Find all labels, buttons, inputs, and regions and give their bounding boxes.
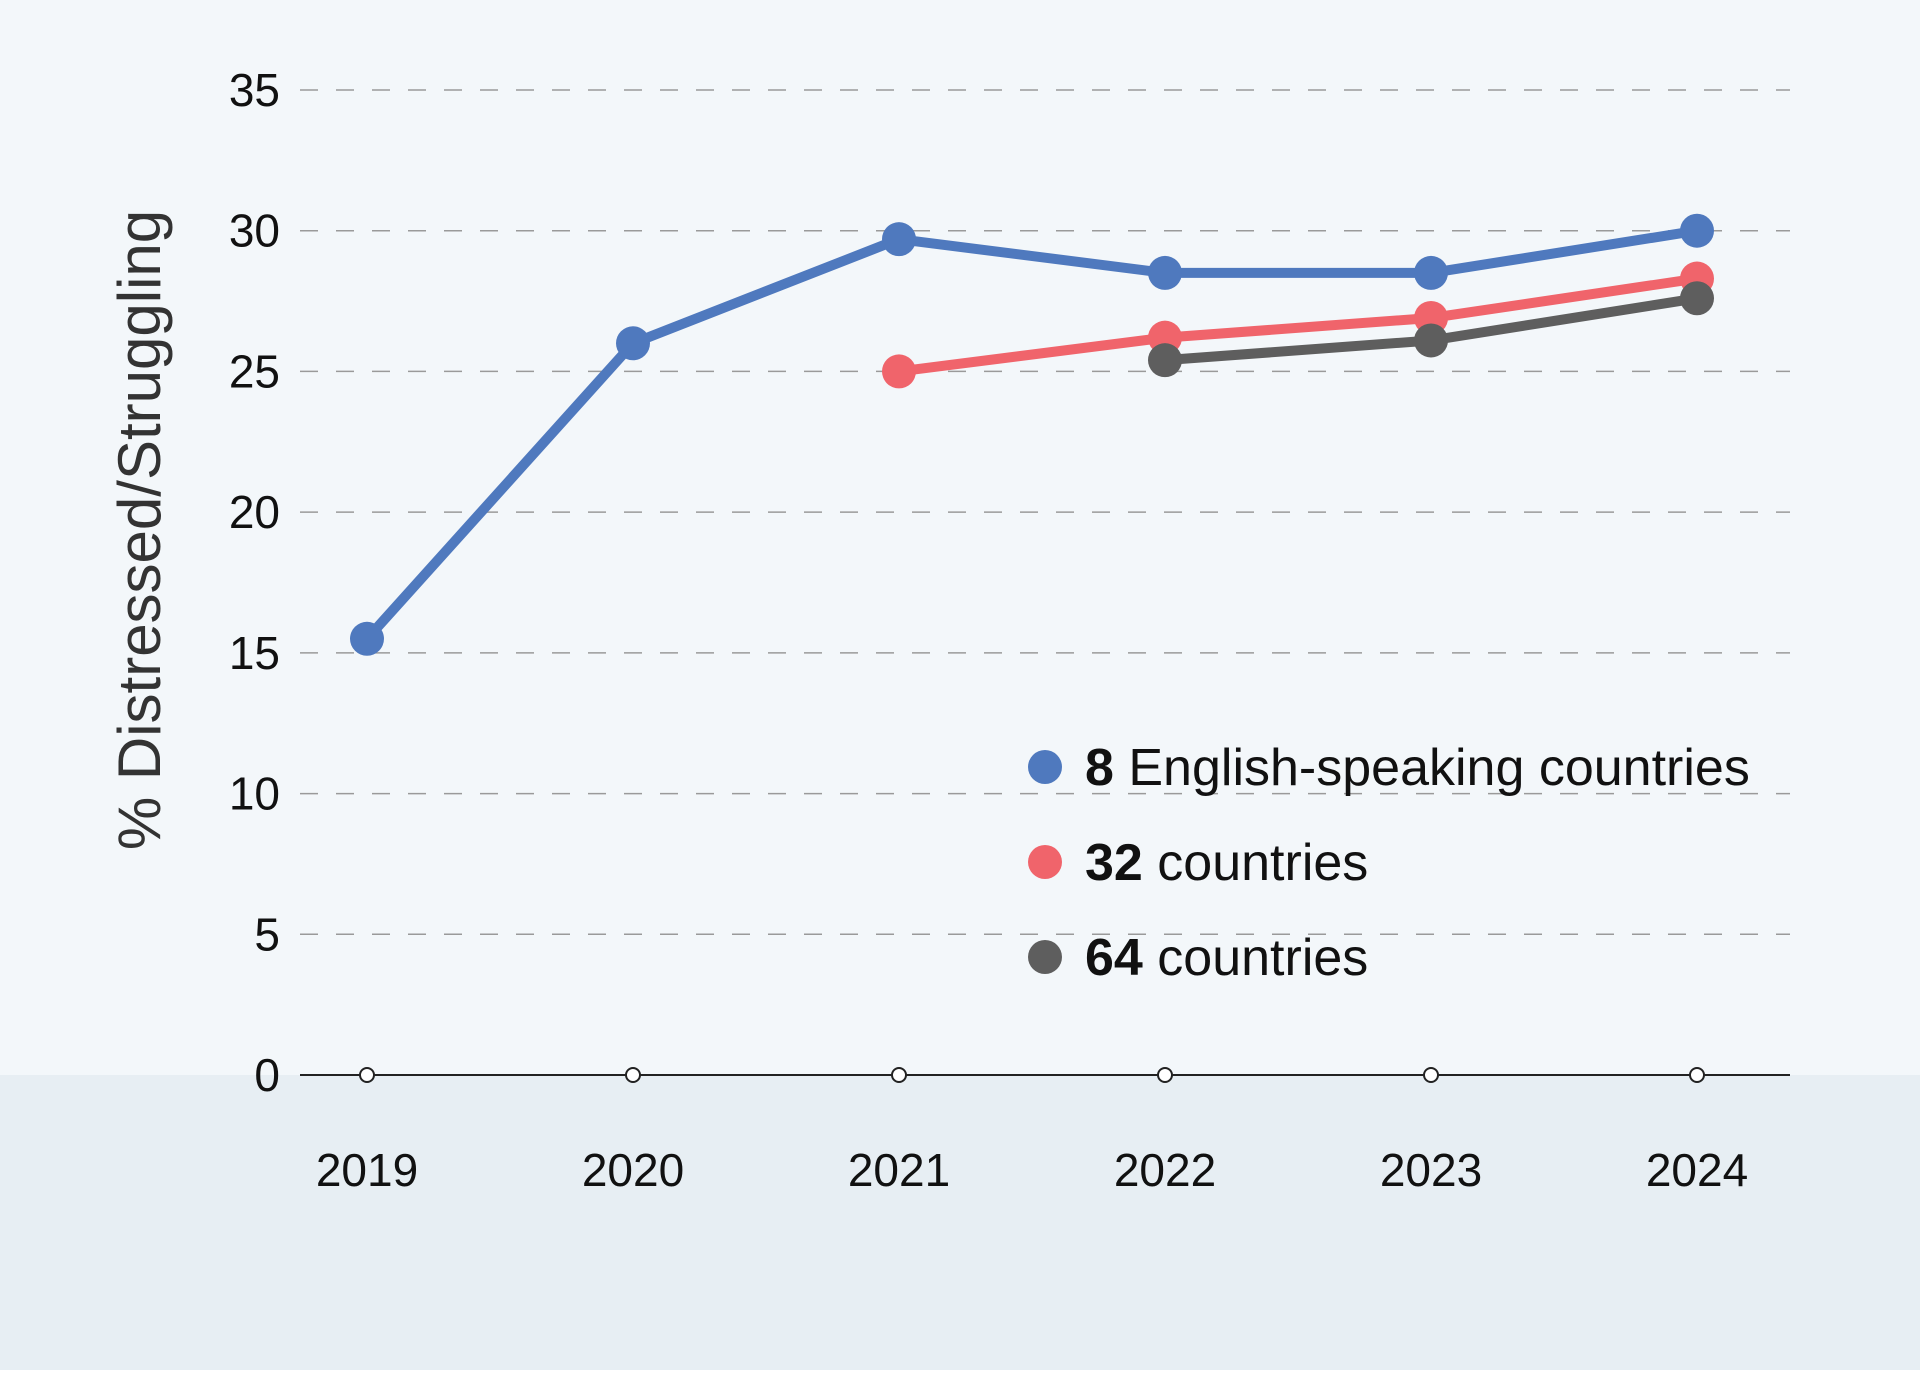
legend-marker-3 — [1028, 940, 1062, 974]
x-axis: 2019 2020 2021 2022 2023 2024 — [300, 1067, 1790, 1196]
x-tick-label-2023: 2023 — [1380, 1144, 1482, 1196]
series-group — [350, 213, 1714, 656]
legend-item-2: 32 countries — [1028, 834, 1368, 892]
x-tick-mark-2022 — [1157, 1067, 1173, 1083]
y-tick-label-25: 25 — [229, 345, 280, 397]
legend-item-1: 8 English-speaking countries — [1028, 739, 1750, 797]
grid-lines — [300, 89, 1790, 936]
data-point-1-2020 — [616, 326, 650, 361]
y-tick-label-20: 20 — [229, 486, 280, 538]
series-3 — [1148, 281, 1714, 378]
data-point-1-2022 — [1148, 255, 1182, 290]
data-point-3-2024 — [1680, 281, 1714, 316]
legend-label-1: 8 English-speaking countries — [1085, 739, 1750, 797]
x-tick-label-2020: 2020 — [582, 1144, 684, 1196]
legend-item-3: 64 countries — [1028, 929, 1368, 987]
legend-marker-2 — [1028, 845, 1062, 879]
x-tick-mark-2023 — [1423, 1067, 1439, 1083]
series-line-1 — [362, 225, 1702, 644]
x-tick-label-2021: 2021 — [848, 1144, 950, 1196]
legend-label-3: 64 countries — [1085, 929, 1368, 987]
lower-band — [0, 1075, 1920, 1370]
x-tick-label-2024: 2024 — [1646, 1144, 1748, 1196]
x-tick-label-2022: 2022 — [1114, 1144, 1216, 1196]
data-point-1-2023 — [1414, 255, 1448, 290]
y-axis-ticks: 0 5 10 15 20 25 30 35 — [229, 64, 280, 1101]
series-line-2 — [894, 273, 1702, 377]
y-tick-label-35: 35 — [229, 64, 280, 116]
plot-background — [0, 0, 1920, 1075]
legend-marker-1 — [1028, 750, 1062, 784]
y-tick-label-15: 15 — [229, 627, 280, 679]
x-tick-label-2019: 2019 — [316, 1144, 418, 1196]
legend-label-2: 32 countries — [1085, 834, 1368, 892]
y-tick-label-30: 30 — [229, 205, 280, 257]
y-axis-label: % Distressed/Struggling — [106, 210, 173, 850]
data-point-1-2024 — [1680, 213, 1714, 248]
data-point-1-2021 — [882, 222, 916, 257]
legend: 8 English-speaking countries 32 countries… — [1028, 739, 1750, 987]
y-tick-label-5: 5 — [254, 908, 280, 960]
x-tick-mark-2024 — [1689, 1067, 1705, 1083]
y-tick-label-0: 0 — [254, 1049, 280, 1101]
data-point-3-2023 — [1414, 323, 1448, 358]
y-tick-label-10: 10 — [229, 768, 280, 820]
data-point-1-2019 — [350, 621, 384, 656]
x-tick-mark-2020 — [625, 1067, 641, 1083]
data-point-2-2021 — [882, 354, 916, 389]
x-tick-mark-2019 — [359, 1067, 375, 1083]
series-1 — [350, 213, 1714, 656]
data-point-3-2022 — [1148, 343, 1182, 378]
x-tick-mark-2021 — [891, 1067, 907, 1083]
